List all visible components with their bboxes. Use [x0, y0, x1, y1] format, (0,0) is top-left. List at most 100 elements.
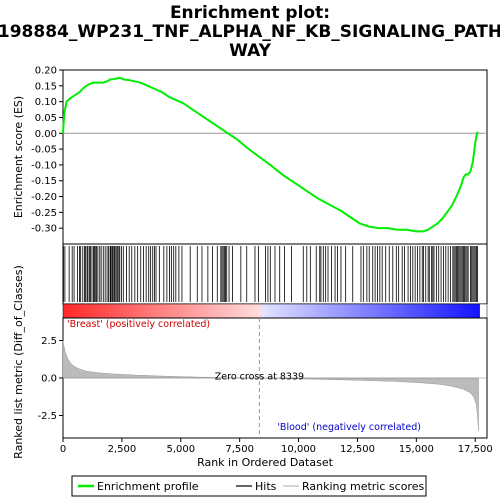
legend: Enrichment profile Hits Ranking metric s…: [72, 476, 426, 496]
color-bar-segment: [399, 304, 403, 318]
legend-hits-label: Hits: [255, 480, 277, 493]
color-bar-segment: [194, 304, 198, 318]
color-bar-segment: [314, 304, 318, 318]
color-bar-segment: [480, 304, 484, 318]
positive-class-label: 'Breast' (positively correlated): [67, 319, 210, 330]
color-bar-segment: [155, 304, 159, 318]
legend-enrichment-label: Enrichment profile: [97, 480, 199, 493]
zero-cross-label: Zero cross at 8339: [215, 372, 304, 383]
color-bar-segment: [321, 304, 325, 318]
metric-ytick-label: -2.5: [37, 411, 57, 422]
color-bar-segment: [289, 304, 293, 318]
color-bar-segment: [346, 304, 350, 318]
es-ytick-label: 0.20: [35, 66, 57, 77]
color-bar-segment: [218, 304, 222, 318]
color-bar-segment: [452, 304, 456, 318]
color-bar-segment: [134, 304, 138, 318]
color-bar-segment: [434, 304, 438, 318]
es-ytick-label: 0.15: [35, 81, 57, 92]
es-ytick-label: -0.15: [31, 176, 57, 187]
es-ytick-label: -0.10: [31, 160, 57, 171]
color-bar-segment: [303, 304, 307, 318]
color-bar-segment: [211, 304, 215, 318]
color-bar-segment: [296, 304, 300, 318]
color-bar-segment: [127, 304, 131, 318]
color-bar-segment: [81, 304, 85, 318]
legend-metric-label: Ranking metric scores: [302, 480, 424, 493]
title-line-0: Enrichment plot:: [170, 3, 330, 23]
es-panel-frame: [63, 70, 487, 244]
color-bar-segment: [395, 304, 399, 318]
color-bar-segment: [77, 304, 81, 318]
color-bar-segment: [151, 304, 155, 318]
color-bar-segment: [339, 304, 343, 318]
color-bar-segment: [271, 304, 275, 318]
color-bar-segment: [423, 304, 427, 318]
color-bar-segment: [324, 304, 328, 318]
color-bar-segment: [190, 304, 194, 318]
color-bar-segment: [307, 304, 311, 318]
color-bar-segment: [158, 304, 162, 318]
color-bar-segment: [148, 304, 152, 318]
color-bar-segment: [286, 304, 290, 318]
color-bar-segment: [420, 304, 424, 318]
metric-ylabel: Ranked list metric (Diff_of_Classes): [12, 265, 25, 459]
color-bar-segment: [204, 304, 208, 318]
color-bar-segment: [466, 304, 470, 318]
color-bar-segment: [70, 304, 74, 318]
color-bar-segment: [370, 304, 374, 318]
color-bar-segment: [173, 304, 177, 318]
color-bar-segment: [381, 304, 385, 318]
color-bar-segment: [208, 304, 212, 318]
color-bar-segment: [353, 304, 357, 318]
color-bar-segment: [413, 304, 417, 318]
color-bar-segment: [438, 304, 442, 318]
color-bar-segment: [176, 304, 180, 318]
color-bar-segment: [363, 304, 367, 318]
color-bar-segment: [342, 304, 346, 318]
color-bar-segment: [282, 304, 286, 318]
rank-color-bar: [63, 304, 488, 318]
color-bar-segment: [109, 304, 113, 318]
color-bar-segment: [116, 304, 120, 318]
color-bar-segment: [74, 304, 78, 318]
es-ytick-label: 0.10: [35, 97, 57, 108]
color-bar-segment: [162, 304, 166, 318]
es-ytick-label: -0.05: [31, 145, 57, 156]
color-bar-segment: [169, 304, 173, 318]
es-ytick-label: -0.25: [31, 208, 57, 219]
enrichment-profile-line: [63, 78, 478, 231]
color-bar-segment: [201, 304, 205, 318]
color-bar-segment: [310, 304, 314, 318]
color-bar-segment: [180, 304, 184, 318]
es-ytick-label: 0.05: [35, 113, 57, 124]
color-bar-segment: [229, 304, 233, 318]
color-bar-segment: [102, 304, 106, 318]
color-bar-segment: [254, 304, 258, 318]
color-bar-segment: [459, 304, 463, 318]
metric-ytick-label: 2.5: [41, 336, 57, 347]
color-bar-segment: [275, 304, 279, 318]
chart-title: Enrichment plot:198884_WP231_TNF_ALPHA_N…: [0, 3, 500, 61]
x-tick-label: 0: [60, 444, 66, 455]
color-bar-segment: [141, 304, 145, 318]
title-line-1: 198884_WP231_TNF_ALPHA_NF_KB_SIGNALING_P…: [0, 22, 500, 42]
hits-marks: [63, 246, 477, 302]
color-bar-segment: [165, 304, 169, 318]
x-axis-label: Rank in Ordered Dataset: [197, 456, 334, 469]
color-bar-segment: [183, 304, 187, 318]
color-bar-segment: [441, 304, 445, 318]
color-bar-segment: [476, 304, 480, 318]
color-bar-segment: [268, 304, 272, 318]
color-bar-segment: [445, 304, 449, 318]
color-bar-segment: [406, 304, 410, 318]
color-bar-segment: [430, 304, 434, 318]
color-bar-segment: [462, 304, 466, 318]
color-bar-segment: [130, 304, 134, 318]
color-bar-segment: [240, 304, 244, 318]
color-bar-segment: [356, 304, 360, 318]
color-bar-segment: [328, 304, 332, 318]
color-bar-segment: [137, 304, 141, 318]
color-bar-segment: [448, 304, 452, 318]
